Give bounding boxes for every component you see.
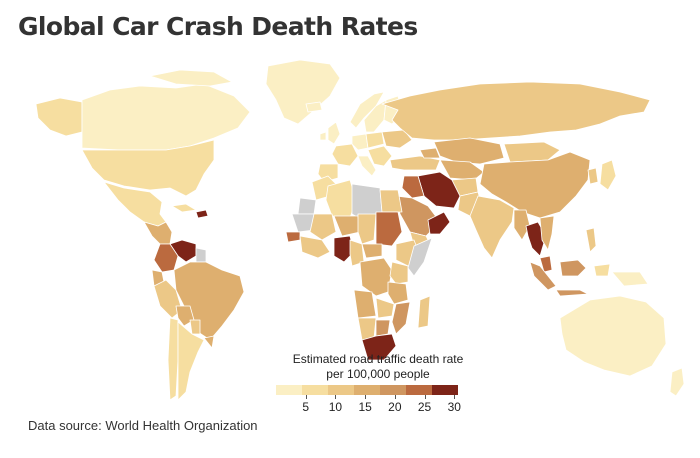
region-balkans	[367, 145, 393, 167]
legend-swatch	[380, 385, 406, 395]
legend-swatch	[276, 385, 302, 395]
region-chad	[357, 213, 377, 245]
legend-tick-label: 20	[388, 400, 402, 414]
region-japan	[599, 159, 617, 191]
region-madagascar	[417, 295, 431, 329]
region-kenya	[389, 261, 409, 285]
legend-swatch	[354, 385, 380, 395]
region-mongolia	[503, 141, 561, 163]
legend-tick-mark	[454, 395, 456, 399]
region-central-african-rep	[361, 243, 383, 259]
legend-ticks: 5 10 15 20 25 30	[276, 395, 484, 414]
region-angola	[353, 289, 377, 319]
legend-tick-mark	[335, 395, 337, 399]
region-nigeria	[333, 235, 355, 263]
legend-tick-mark	[424, 395, 426, 399]
legend-swatch	[302, 385, 328, 395]
region-iraq	[401, 175, 425, 199]
region-vietnam	[539, 215, 555, 251]
region-myanmar	[513, 209, 531, 241]
region-norway	[349, 91, 385, 129]
region-western-sahara	[297, 197, 317, 215]
legend-title-line1: Estimated road traffic death rate	[292, 352, 464, 366]
legend-tick-label: 30	[447, 400, 461, 414]
region-indonesia-east	[593, 263, 611, 277]
legend-swatch	[328, 385, 354, 395]
region-turkey	[389, 155, 441, 171]
region-senegal	[285, 231, 301, 243]
legend-tick-mark	[365, 395, 367, 399]
region-png	[611, 271, 649, 287]
legend-tick-mark	[394, 395, 396, 399]
region-somalia	[407, 237, 433, 277]
legend-tick-mark	[305, 395, 307, 399]
region-zambia	[375, 297, 395, 319]
region-egypt	[379, 189, 403, 213]
region-south-africa	[361, 333, 397, 361]
region-uk	[327, 121, 341, 145]
region-oman	[427, 211, 451, 235]
legend-tick-label: 10	[328, 400, 343, 414]
region-france	[331, 143, 359, 167]
region-malaysia	[539, 255, 553, 273]
legend-swatch	[406, 385, 432, 395]
region-guianas	[195, 247, 207, 263]
region-sudan	[375, 211, 403, 247]
region-usa	[81, 139, 215, 197]
region-chile	[167, 317, 179, 401]
map-legend: Estimated road traffic death rate per 10…	[268, 352, 488, 414]
region-russia	[381, 81, 651, 141]
region-argentina	[177, 321, 205, 401]
region-poland	[365, 131, 385, 149]
region-canada	[81, 83, 251, 151]
map-title: Global Car Crash Death Rates	[18, 12, 418, 41]
region-cameroon	[349, 239, 365, 267]
data-source-note: Data source: World Health Organization	[28, 418, 258, 433]
region-mozambique	[391, 301, 411, 335]
region-central-america	[143, 221, 173, 245]
region-mali	[309, 213, 337, 241]
region-niger	[333, 215, 361, 237]
region-dominican-republic	[195, 209, 209, 219]
region-korea	[587, 167, 599, 185]
region-algeria	[325, 179, 357, 219]
region-bolivia	[175, 305, 195, 327]
region-uruguay	[203, 335, 215, 349]
region-iran	[417, 171, 461, 209]
region-tanzania	[387, 281, 409, 305]
region-caucasus	[419, 147, 441, 159]
region-botswana	[375, 319, 391, 337]
region-india	[469, 195, 515, 259]
region-philippines	[585, 227, 597, 253]
legend-swatch	[432, 385, 458, 395]
region-indonesia-java	[555, 289, 589, 297]
region-italy	[357, 155, 377, 177]
legend-title-line2: per 100,000 people	[326, 367, 430, 381]
region-indonesia-sumatra	[529, 261, 557, 291]
region-cuba	[171, 203, 197, 213]
region-drc	[359, 257, 393, 297]
region-ukraine	[381, 129, 413, 149]
region-arctic-islands	[149, 69, 233, 87]
legend-tick-label: 25	[417, 400, 432, 414]
legend-tick-label: 15	[358, 400, 372, 414]
region-greenland	[265, 59, 341, 125]
region-china	[479, 151, 591, 219]
region-alaska	[35, 97, 83, 137]
legend-color-scale	[276, 385, 484, 395]
region-west-africa	[299, 235, 331, 259]
legend-tick-label: 5	[302, 400, 310, 414]
region-iceland	[305, 101, 323, 113]
region-kazakhstan	[433, 137, 505, 165]
region-germany	[351, 133, 369, 151]
region-ireland	[319, 131, 327, 141]
region-indonesia-borneo	[559, 259, 587, 277]
region-australia	[559, 295, 667, 377]
region-new-zealand	[669, 367, 685, 397]
region-paraguay	[189, 319, 201, 335]
region-central-asia	[439, 159, 485, 181]
